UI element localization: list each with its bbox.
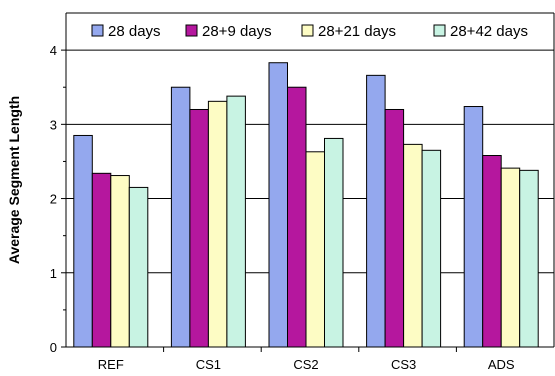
bar-cs3-series-4 <box>421 149 442 348</box>
legend-label: 28+42 days <box>450 23 528 40</box>
x-tick-label: CS2 <box>293 357 318 372</box>
y-tick-label: 1 <box>50 266 57 281</box>
legend-label: 28+21 days <box>318 23 396 40</box>
bar-ref-series-1 <box>73 134 93 348</box>
legend: 28 days 28+9 days 28+21 days 28+42 days <box>91 23 528 40</box>
bar-ref-series-3 <box>110 175 130 348</box>
legend-swatch <box>91 24 104 37</box>
bar-cs3-series-3 <box>403 143 423 348</box>
bars <box>73 62 539 348</box>
legend-swatch <box>301 24 314 37</box>
bar-cs1-series-2 <box>189 108 209 348</box>
y-tick-label: 0 <box>50 340 57 355</box>
axes: 0 1 2 3 4 REF CS1 CS2 CS3 ADS <box>50 13 554 372</box>
x-tick-label: CS1 <box>196 357 221 372</box>
y-tick-label: 3 <box>50 117 57 132</box>
bar-cs2-series-1 <box>268 62 288 348</box>
bar-cs2-series-4 <box>324 137 344 348</box>
bar-cs1-series-3 <box>207 100 228 348</box>
x-tick-label: REF <box>98 357 124 372</box>
bar-ref-series-4 <box>128 186 149 348</box>
bar-cs1-series-4 <box>226 95 246 348</box>
y-tick-label: 2 <box>50 192 57 207</box>
x-tick-label: CS3 <box>391 357 416 372</box>
bar-ads-series-2 <box>482 155 502 348</box>
x-tick-label: ADS <box>488 357 515 372</box>
y-axis-label: Average Segment Length <box>6 96 22 264</box>
bar-cs2-series-2 <box>287 86 307 348</box>
bar-cs3-series-1 <box>366 74 386 348</box>
bar-cs3-series-2 <box>384 108 405 348</box>
bar-ads-series-1 <box>463 106 484 348</box>
legend-label: 28+9 days <box>202 23 272 40</box>
legend-label: 28 days <box>108 23 161 40</box>
legend-swatch <box>433 24 446 37</box>
bar-ads-series-4 <box>519 169 539 348</box>
bar-cs1-series-1 <box>170 86 191 348</box>
y-tick-label: 4 <box>50 43 57 58</box>
bar-ref-series-2 <box>91 172 112 348</box>
bar-ads-series-3 <box>500 167 521 348</box>
legend-swatch <box>185 24 198 37</box>
bar-cs2-series-3 <box>305 151 325 348</box>
